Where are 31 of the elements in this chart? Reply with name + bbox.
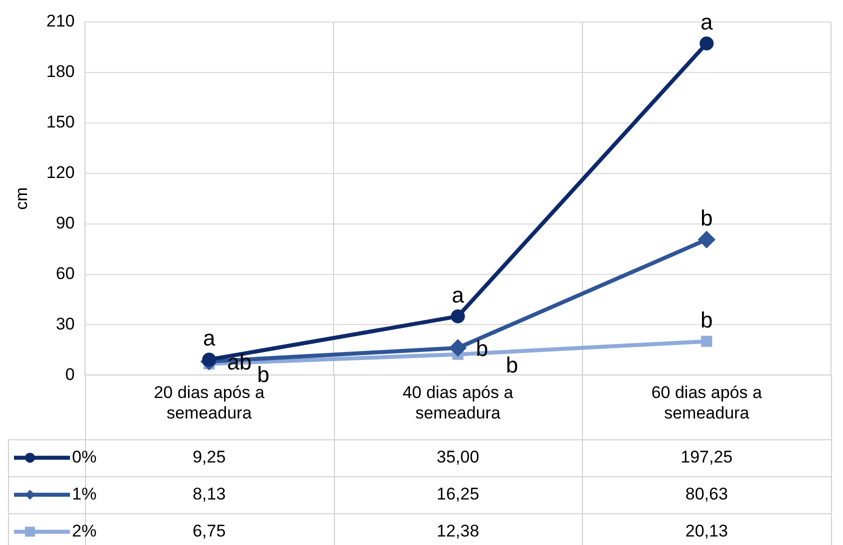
annotation: b <box>476 336 488 361</box>
y-tick-label: 210 <box>46 12 75 31</box>
annotation: a <box>700 9 714 34</box>
legend-label: 2% <box>72 521 97 540</box>
y-tick-label: 0 <box>65 364 75 384</box>
annotation: a <box>203 326 216 351</box>
annotation: ab <box>227 350 252 375</box>
data-label: 80,63 <box>685 484 728 504</box>
annotation: b <box>506 352 518 378</box>
data-label: 16,25 <box>436 484 480 504</box>
data-label: 6,75 <box>192 521 226 540</box>
data-label: 8,13 <box>192 484 226 504</box>
x-tick-label: 60 dias após a semeadura <box>651 383 762 422</box>
y-tick-label: 150 <box>46 112 75 132</box>
annotation: b <box>700 206 713 231</box>
data-label: 12,38 <box>436 521 480 540</box>
y-tick-label: 60 <box>56 264 75 283</box>
data-label: 35,00 <box>436 447 480 466</box>
y-tick-label: 30 <box>56 314 75 334</box>
y-tick-label: 180 <box>46 62 75 82</box>
y-tick-label: 90 <box>56 214 75 233</box>
annotation: b <box>700 307 713 332</box>
y-axis-title: cm <box>12 187 31 210</box>
x-tick-label: 40 dias após a semeadura <box>402 383 514 422</box>
data-label: 197,25 <box>680 447 733 466</box>
annotation: a <box>452 282 465 308</box>
data-label: 20,13 <box>685 521 728 540</box>
legend-label: 1% <box>72 484 97 504</box>
data-label: 9,25 <box>192 447 226 466</box>
y-tick-label: 120 <box>46 163 75 182</box>
legend-label: 0% <box>72 447 97 466</box>
